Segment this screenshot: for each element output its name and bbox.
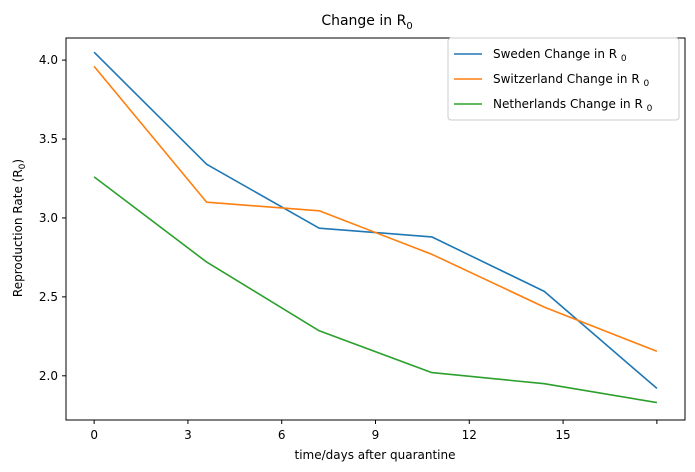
- y-axis-label: Reproduction Rate (R0): [11, 159, 28, 297]
- y-tick-label: 4.0: [39, 53, 58, 67]
- legend-label-switzerland: Switzerland Change in R 0: [493, 72, 649, 89]
- x-tick-label: 15: [555, 428, 570, 442]
- y-tick-label: 2.5: [39, 290, 58, 304]
- plot-frame: [65, 37, 686, 421]
- x-tick-label: 0: [90, 428, 98, 442]
- y-tick-label: 3.5: [39, 132, 58, 146]
- x-tick-label: 6: [278, 428, 286, 442]
- y-tick-label: 3.0: [39, 211, 58, 225]
- y-tick-label: 2.0: [39, 369, 58, 383]
- x-axis-label: time/days after quarantine: [295, 448, 456, 462]
- legend-label-netherlands: Netherlands Change in R 0: [493, 97, 653, 114]
- legend-label-sweden: Sweden Change in R 0: [493, 47, 627, 64]
- x-tick-label: 3: [184, 428, 192, 442]
- series-line-netherlands: [93, 176, 658, 404]
- series-layer: [93, 51, 658, 404]
- series-line-switzerland: [93, 65, 658, 353]
- legend-box: [447, 37, 680, 121]
- x-axis-ticks: 0 3 6 9 12 15: [90, 420, 658, 442]
- x-tick-label: 9: [372, 428, 380, 442]
- chart-title: Change in R0: [321, 13, 412, 32]
- legend: Sweden Change in R 0 Switzerland Change i…: [447, 37, 680, 121]
- x-tick-label: 12: [462, 428, 477, 442]
- y-axis-ticks: 2.0 2.5 3.0 3.5 4.0: [39, 53, 66, 383]
